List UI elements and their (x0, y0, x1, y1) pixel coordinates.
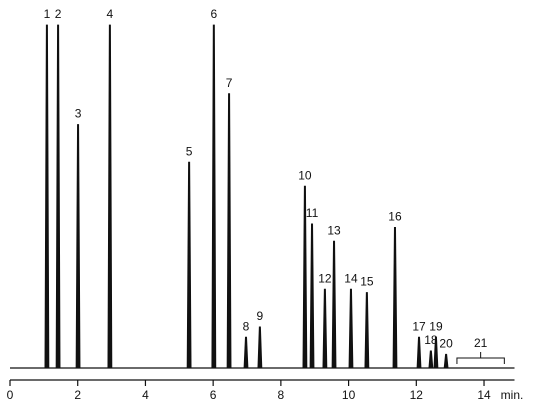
x-tick-label: 10 (342, 388, 356, 402)
peak-label: 8 (243, 319, 250, 333)
peak-label: 17 (412, 319, 426, 333)
peak-label: 12 (318, 271, 332, 285)
peak-label: 7 (226, 76, 233, 90)
group-bracket (456, 352, 505, 364)
peak (44, 24, 50, 369)
peak-label: 10 (298, 168, 312, 182)
peak (257, 326, 263, 369)
peak (243, 336, 249, 369)
peak (433, 336, 439, 369)
peak (331, 240, 337, 369)
x-tick-label: 6 (210, 388, 217, 402)
peak-label: 16 (388, 210, 402, 224)
peak-label: 13 (327, 223, 341, 237)
peak (226, 93, 232, 369)
peak-label: 9 (257, 309, 264, 323)
x-tick-label: 14 (477, 388, 491, 402)
x-tick-label: 8 (278, 388, 285, 402)
peak (322, 288, 328, 369)
x-axis-label: min. (501, 388, 524, 402)
peak-label: 18 (424, 333, 438, 347)
peak (392, 226, 398, 369)
peak (107, 24, 113, 369)
peak-label: 6 (210, 7, 217, 21)
peak-label: 14 (344, 271, 358, 285)
x-tick-label: 0 (7, 388, 14, 402)
peak-label: 4 (107, 7, 114, 21)
peak-label: 1 (44, 7, 51, 21)
peak (186, 161, 192, 369)
x-tick-label: 4 (142, 388, 149, 402)
peak (416, 336, 422, 369)
x-tick-label: 2 (74, 388, 81, 402)
peak (309, 223, 315, 369)
peak (211, 24, 217, 369)
peak (348, 288, 354, 369)
peak-label: 5 (186, 144, 193, 158)
group-label: 21 (474, 336, 488, 350)
peak (302, 185, 308, 369)
peak (364, 292, 370, 369)
peak-label: 11 (306, 206, 319, 220)
peak-label: 2 (55, 7, 62, 21)
peak-label: 3 (75, 107, 82, 121)
peak-label: 20 (439, 336, 453, 350)
peak (443, 353, 449, 369)
peak (428, 350, 434, 369)
peak-label: 19 (429, 319, 443, 333)
peak (55, 24, 61, 369)
peak-label: 15 (360, 275, 374, 289)
x-tick-label: 12 (410, 388, 424, 402)
peak (75, 124, 81, 369)
